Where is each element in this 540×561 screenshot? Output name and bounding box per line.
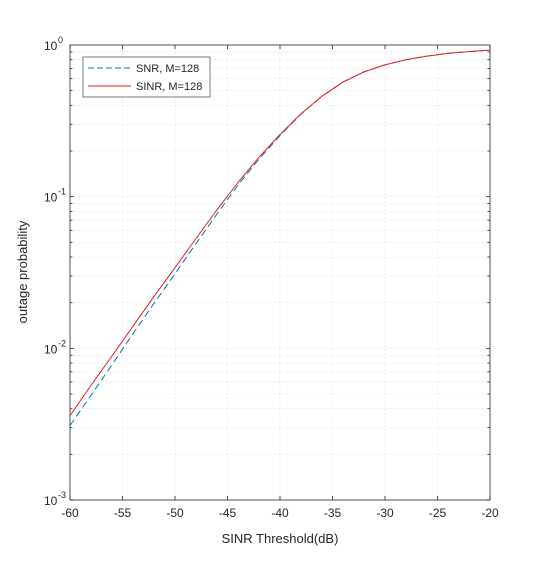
y-tick-label-base: 10 bbox=[44, 39, 58, 53]
plot-area bbox=[70, 45, 490, 500]
x-tick-label: -40 bbox=[271, 506, 289, 520]
x-tick-label: -60 bbox=[61, 506, 79, 520]
legend: SNR, M=128 SINR, M=128 bbox=[82, 56, 211, 98]
y-axis-label: outage probability bbox=[15, 220, 30, 323]
x-tick-label: -20 bbox=[481, 506, 499, 520]
y-tick-label-base: 10 bbox=[44, 191, 58, 205]
y-tick-label: 10 -3 bbox=[44, 490, 66, 508]
x-tick-label: -50 bbox=[166, 506, 184, 520]
series-lines bbox=[69, 49, 491, 426]
x-tick-label: -25 bbox=[429, 506, 447, 520]
y-tick-label-base: 10 bbox=[44, 494, 58, 508]
y-tick-label-exponent: -1 bbox=[58, 187, 66, 197]
y-tick-label: 10 0 bbox=[44, 35, 63, 53]
y-tick-label: 10 -1 bbox=[44, 187, 66, 205]
y-tick-label-exponent: -3 bbox=[58, 490, 66, 500]
legend-box bbox=[82, 56, 211, 98]
x-axis-label: SINR Threshold(dB) bbox=[222, 531, 339, 546]
y-tick-label: 10 -2 bbox=[44, 338, 66, 356]
y-tick-label-exponent: 0 bbox=[58, 35, 63, 45]
legend-label-sinr: SINR, M=128 bbox=[136, 81, 202, 93]
ticks bbox=[69, 45, 491, 501]
x-tick-label: -30 bbox=[376, 506, 394, 520]
x-tick-label: -55 bbox=[114, 506, 132, 520]
y-tick-label-exponent: -2 bbox=[58, 338, 66, 348]
series-line-sinr bbox=[69, 49, 491, 416]
legend-label-snr: SNR, M=128 bbox=[136, 63, 199, 75]
x-tick-label: -35 bbox=[324, 506, 342, 520]
x-tick-label: -45 bbox=[219, 506, 237, 520]
y-tick-label-base: 10 bbox=[44, 342, 58, 356]
